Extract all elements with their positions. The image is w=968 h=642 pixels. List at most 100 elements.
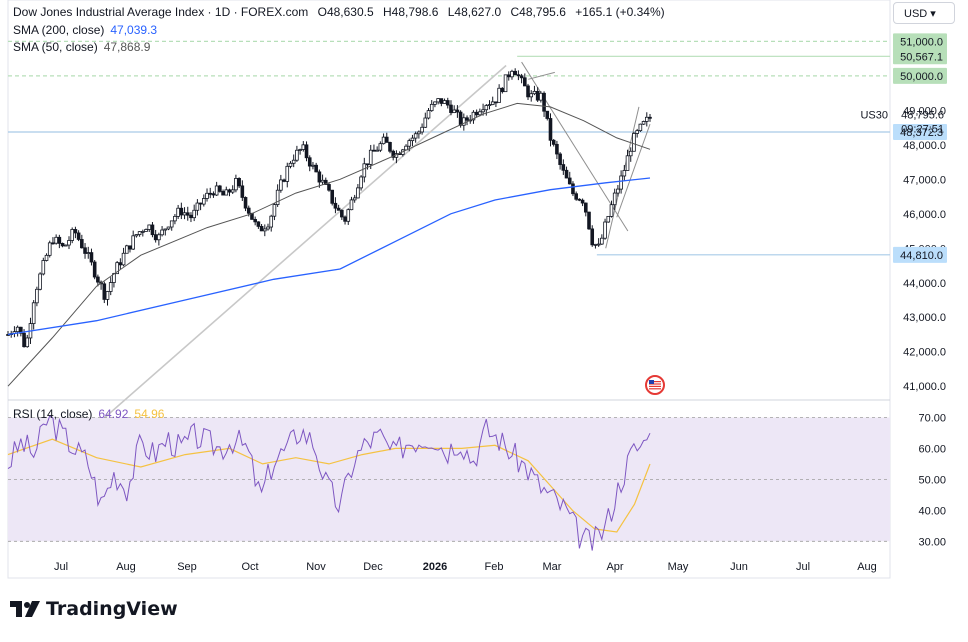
candle [622,165,627,181]
candle-body [490,101,495,105]
ohlc-close: C48,795.6 [510,5,566,19]
candle [452,105,456,114]
candle [320,174,325,185]
candle-body [478,111,482,116]
candle [288,161,293,169]
candle-body [455,109,460,113]
price-axis: 51,000.0 50,000.0 49,000.0 48,000.0 47,000.0… [860,33,947,393]
candle [590,225,595,247]
candle-body [80,239,84,249]
candle-body [587,211,591,230]
candle-body [471,111,476,121]
candle [362,157,367,183]
candle-body [131,235,135,250]
candle-body [118,262,123,266]
candle [484,104,489,116]
candle [535,87,540,102]
ohlc-change: +165.1 (+0.34%) [575,5,665,19]
candle-body [60,243,65,247]
tradingview-logo[interactable]: TradingView [10,598,178,620]
candle-body [311,164,315,167]
candle [272,203,277,221]
candle [384,132,389,143]
price-tick: 49,000.0 [903,105,946,117]
candle [134,234,139,238]
ohlc-high: H48,798.6 [383,5,439,19]
sma200-legend[interactable]: SMA (200, close) 47,039.3 [13,22,157,38]
candle [243,196,248,212]
flag-stripe [649,383,661,385]
candle [519,73,524,84]
rsi-ma-value: 54.96 [134,407,165,421]
sma200-line [7,177,651,336]
candle [641,120,646,125]
candle-body [57,236,62,244]
rsi-tick: 60.00 [918,443,946,455]
candle [388,141,392,154]
candle-body [462,117,466,126]
candle [481,103,485,116]
candle [426,108,431,120]
price-label: 44,810.0 [900,250,943,262]
price-tick: 41,000.0 [903,381,946,393]
flag-stripe [649,385,661,387]
candle-body [317,171,322,183]
candle [593,243,598,249]
candle [63,244,68,247]
candle-body [330,189,335,204]
candle [445,97,450,109]
candle-body [612,192,617,206]
candle [307,155,312,172]
candle [195,199,200,216]
candle [378,141,383,153]
candle [449,100,453,116]
us-flag-event-icon[interactable] [645,375,665,395]
candle [648,113,652,122]
candle [131,230,135,251]
rsi-line [7,415,651,551]
candle-body [481,109,485,113]
candle-body [38,273,42,290]
candle [89,248,94,266]
candle [548,113,553,147]
candle [237,177,241,189]
time-axis: Jul Aug Sep Oct Nov Dec 2026 Feb Mar Apr May Jun Jul… [54,561,877,573]
candle-body [198,202,203,205]
candle [381,133,386,145]
currency-button[interactable]: USD ▾ [893,2,955,24]
candle [96,274,100,287]
candle-body [497,87,501,103]
candle-body [532,90,537,95]
candle [500,87,505,94]
candle [311,161,315,170]
candle-body [606,215,611,223]
candle [478,108,482,117]
candle [413,131,418,143]
candle-body [285,165,290,182]
candle-body [76,232,81,240]
candle-body [641,121,646,125]
candle [38,272,42,291]
currency-label: USD [904,8,928,20]
candle-body [218,185,222,192]
sma50-legend[interactable]: SMA (50, close) 47,868.9 [13,39,150,55]
candle-body [619,175,623,190]
candle [128,245,132,253]
candle [523,73,527,87]
candle [230,185,235,195]
rsi-legend[interactable]: RSI (14, close) 64.92 54.96 [13,406,164,422]
candle-body [22,332,26,348]
candle [606,215,611,223]
candle-body [372,149,376,152]
candle-body [221,191,225,196]
candle-body [439,98,444,104]
candle-body [388,142,392,152]
candle-body [157,234,161,241]
ohlc-open: O48,630.5 [317,5,374,19]
candle-body [275,189,280,205]
candle-body [336,207,341,211]
candle-body [333,202,338,209]
candle-body [506,74,511,78]
candle [70,227,75,244]
